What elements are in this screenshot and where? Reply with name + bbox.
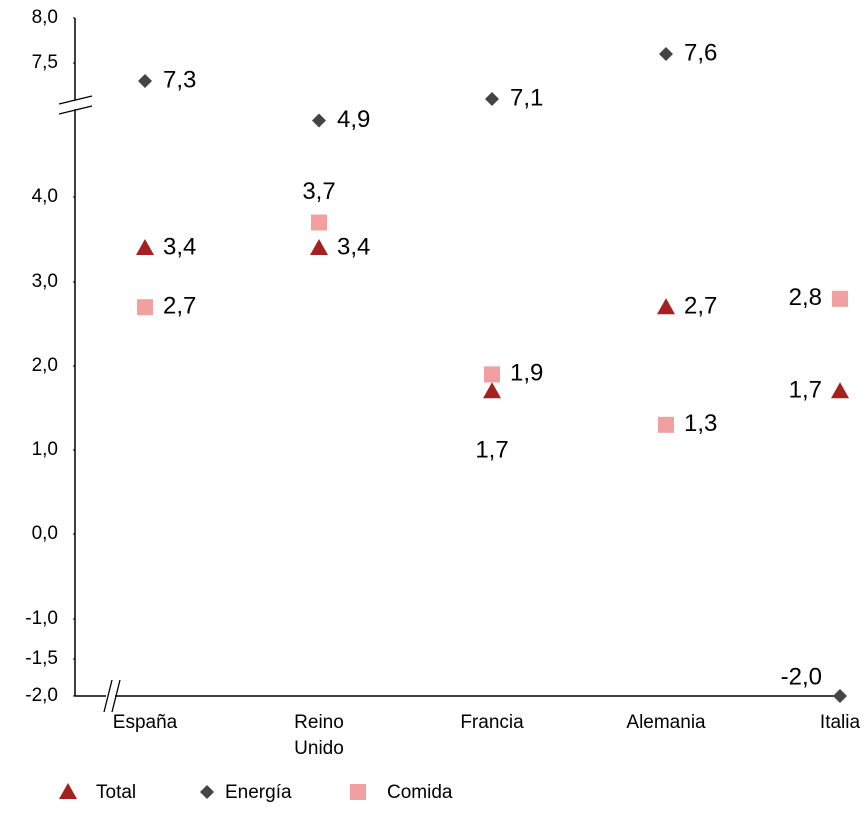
data-label: 3,4 [163, 233, 196, 260]
y-tick-label: -1,5 [25, 648, 58, 669]
axis-break [103, 679, 113, 713]
x-tick-label: España [112, 712, 178, 733]
y-tick-label: 4,0 [32, 186, 58, 207]
y-tick-label: -2,0 [25, 685, 58, 706]
legend-marker [59, 783, 77, 799]
data-label: 4,9 [337, 106, 370, 133]
legend-label: Energía [225, 782, 292, 803]
data-label: 1,7 [789, 377, 822, 404]
point [310, 239, 328, 255]
data-label: 7,3 [163, 66, 196, 93]
point [657, 298, 675, 315]
y-tick-label: 7,5 [32, 52, 58, 73]
axis-break-gap [59, 95, 93, 113]
point [832, 290, 848, 307]
data-label: 1,9 [510, 360, 543, 387]
point [831, 382, 849, 399]
axis-break [111, 679, 121, 713]
data-label: 3,7 [302, 178, 335, 205]
data-label: 7,1 [510, 84, 543, 111]
data-label: 2,7 [684, 293, 717, 320]
point [483, 382, 501, 399]
point [833, 689, 847, 703]
data-label: 2,8 [789, 284, 822, 311]
data-label: -2,0 [781, 663, 822, 690]
point [659, 47, 673, 61]
x-tick-label: Francia [460, 712, 524, 733]
point [658, 416, 674, 433]
data-label: 1,7 [475, 437, 508, 464]
y-tick-label: 8,0 [32, 7, 58, 28]
data-label: 1,3 [684, 410, 717, 437]
legend-marker [350, 784, 366, 800]
data-label: 7,6 [684, 39, 717, 66]
x-tick-label: Reino Unido [294, 712, 344, 759]
data-label: 3,4 [337, 233, 370, 260]
legend-label: Total [96, 782, 136, 803]
axis-break [58, 105, 93, 115]
y-tick-label: 3,0 [32, 271, 58, 292]
y-tick-label: 1,0 [32, 439, 58, 460]
legend-label: Comida [387, 782, 453, 803]
point [138, 74, 152, 88]
point [485, 92, 499, 106]
x-tick-label: Alemania [626, 712, 706, 733]
point [311, 214, 327, 231]
y-tick-label: 2,0 [32, 355, 58, 376]
axis-break-gap [106, 680, 115, 712]
data-label: 2,7 [163, 293, 196, 320]
point [484, 366, 500, 383]
x-tick-label: Italia [819, 712, 861, 733]
axis-break [58, 95, 93, 105]
point [312, 113, 326, 128]
y-tick-label: -1,0 [25, 608, 58, 629]
legend-marker [200, 785, 214, 799]
point [137, 299, 153, 316]
y-tick-label: 0,0 [32, 523, 58, 544]
point [136, 239, 154, 255]
